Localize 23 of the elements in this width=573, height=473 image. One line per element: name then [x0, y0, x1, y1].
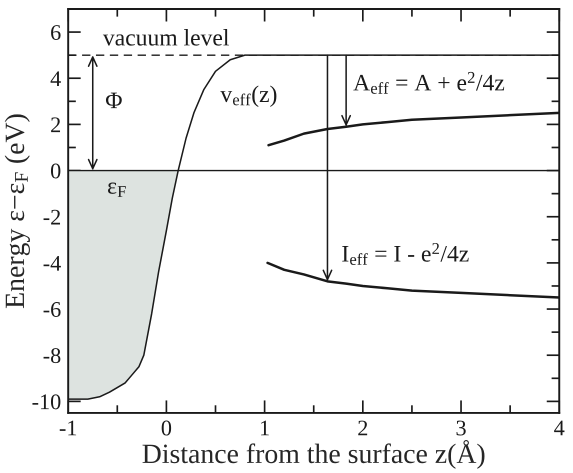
x-tick-label: 1	[261, 420, 269, 436]
x-tick-label: -1	[60, 420, 76, 436]
x-tick-label: 3	[456, 420, 466, 436]
annotation: I$_{eff}$ = I - e$^{2}$/4z	[342, 242, 469, 265]
y-tick-label: -10	[32, 394, 60, 410]
y-tick-label: 0	[50, 163, 60, 178]
y-tick-label: 2	[51, 117, 60, 132]
ref-line-label: vacuum level	[102, 29, 229, 46]
x-axis-title: Distance from the surface z(Å)	[142, 440, 484, 469]
annotation: Φ	[106, 92, 122, 108]
y-tick-label: -6	[44, 302, 61, 317]
y-tick-label: -4	[44, 256, 61, 271]
series-label: v$_{eff}$(z)	[220, 86, 276, 107]
y-tick-label: 6	[51, 25, 61, 40]
ref-line-label: ε$_{F}$	[108, 182, 126, 197]
y-tick-label: -8	[44, 348, 60, 364]
y-tick-label: 4	[50, 71, 61, 86]
y-tick-label: -2	[44, 210, 60, 224]
x-tick-label: 0	[162, 420, 172, 436]
annotation: A$_{eff}$ = A + e$^{2}$/4z	[353, 72, 504, 94]
x-tick-label: 2	[358, 420, 368, 436]
y-axis-title: Energy ε−ε$_{F}$ (eV)	[4, 114, 30, 308]
x-tick-label: 4	[554, 420, 564, 436]
